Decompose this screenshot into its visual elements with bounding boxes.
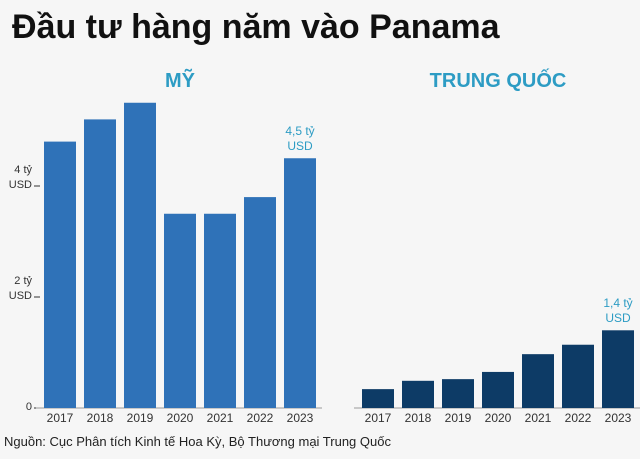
bar <box>124 102 156 408</box>
bar <box>44 141 76 408</box>
chart-title: MỸ <box>165 70 195 92</box>
bar <box>84 119 116 409</box>
bar <box>482 371 514 408</box>
value-annotation: 4,5 tỷ USD <box>285 124 315 154</box>
page-title: Đầu tư hàng năm vào Panama <box>12 8 500 46</box>
x-tick-label: 2019 <box>445 411 472 425</box>
y-tick-label: 2 tỷ USD <box>8 275 32 302</box>
x-tick-label: 2021 <box>207 411 234 425</box>
value-annotation: 1,4 tỷ USD <box>603 296 633 326</box>
x-tick-label: 2022 <box>565 411 592 425</box>
x-tick-label: 2017 <box>47 411 74 425</box>
x-tick-label: 2018 <box>405 411 432 425</box>
y-tick-label: 4 tỷ USD <box>8 164 32 191</box>
x-tick-label: 2018 <box>87 411 114 425</box>
bar <box>362 389 394 408</box>
source-note: Nguồn: Cục Phân tích Kinh tế Hoa Kỳ, Bộ … <box>4 434 391 449</box>
x-tick-label: 2022 <box>247 411 274 425</box>
bar <box>402 380 434 408</box>
chart-title: TRUNG QUỐC <box>429 70 567 92</box>
x-tick-label: 2020 <box>485 411 512 425</box>
bar <box>442 379 474 408</box>
y-tick-label: 0 <box>25 401 32 413</box>
x-tick-label: 2017 <box>365 411 392 425</box>
bar <box>562 344 594 408</box>
bar <box>522 354 554 408</box>
x-tick-label: 2020 <box>167 411 194 425</box>
x-tick-label: 2021 <box>525 411 552 425</box>
bar <box>164 213 196 408</box>
bar <box>204 213 236 408</box>
x-tick-label: 2023 <box>287 411 314 425</box>
x-tick-label: 2023 <box>605 411 632 425</box>
bar <box>602 330 634 408</box>
bar <box>244 197 276 408</box>
x-tick-label: 2019 <box>127 411 154 425</box>
bar <box>284 158 316 408</box>
